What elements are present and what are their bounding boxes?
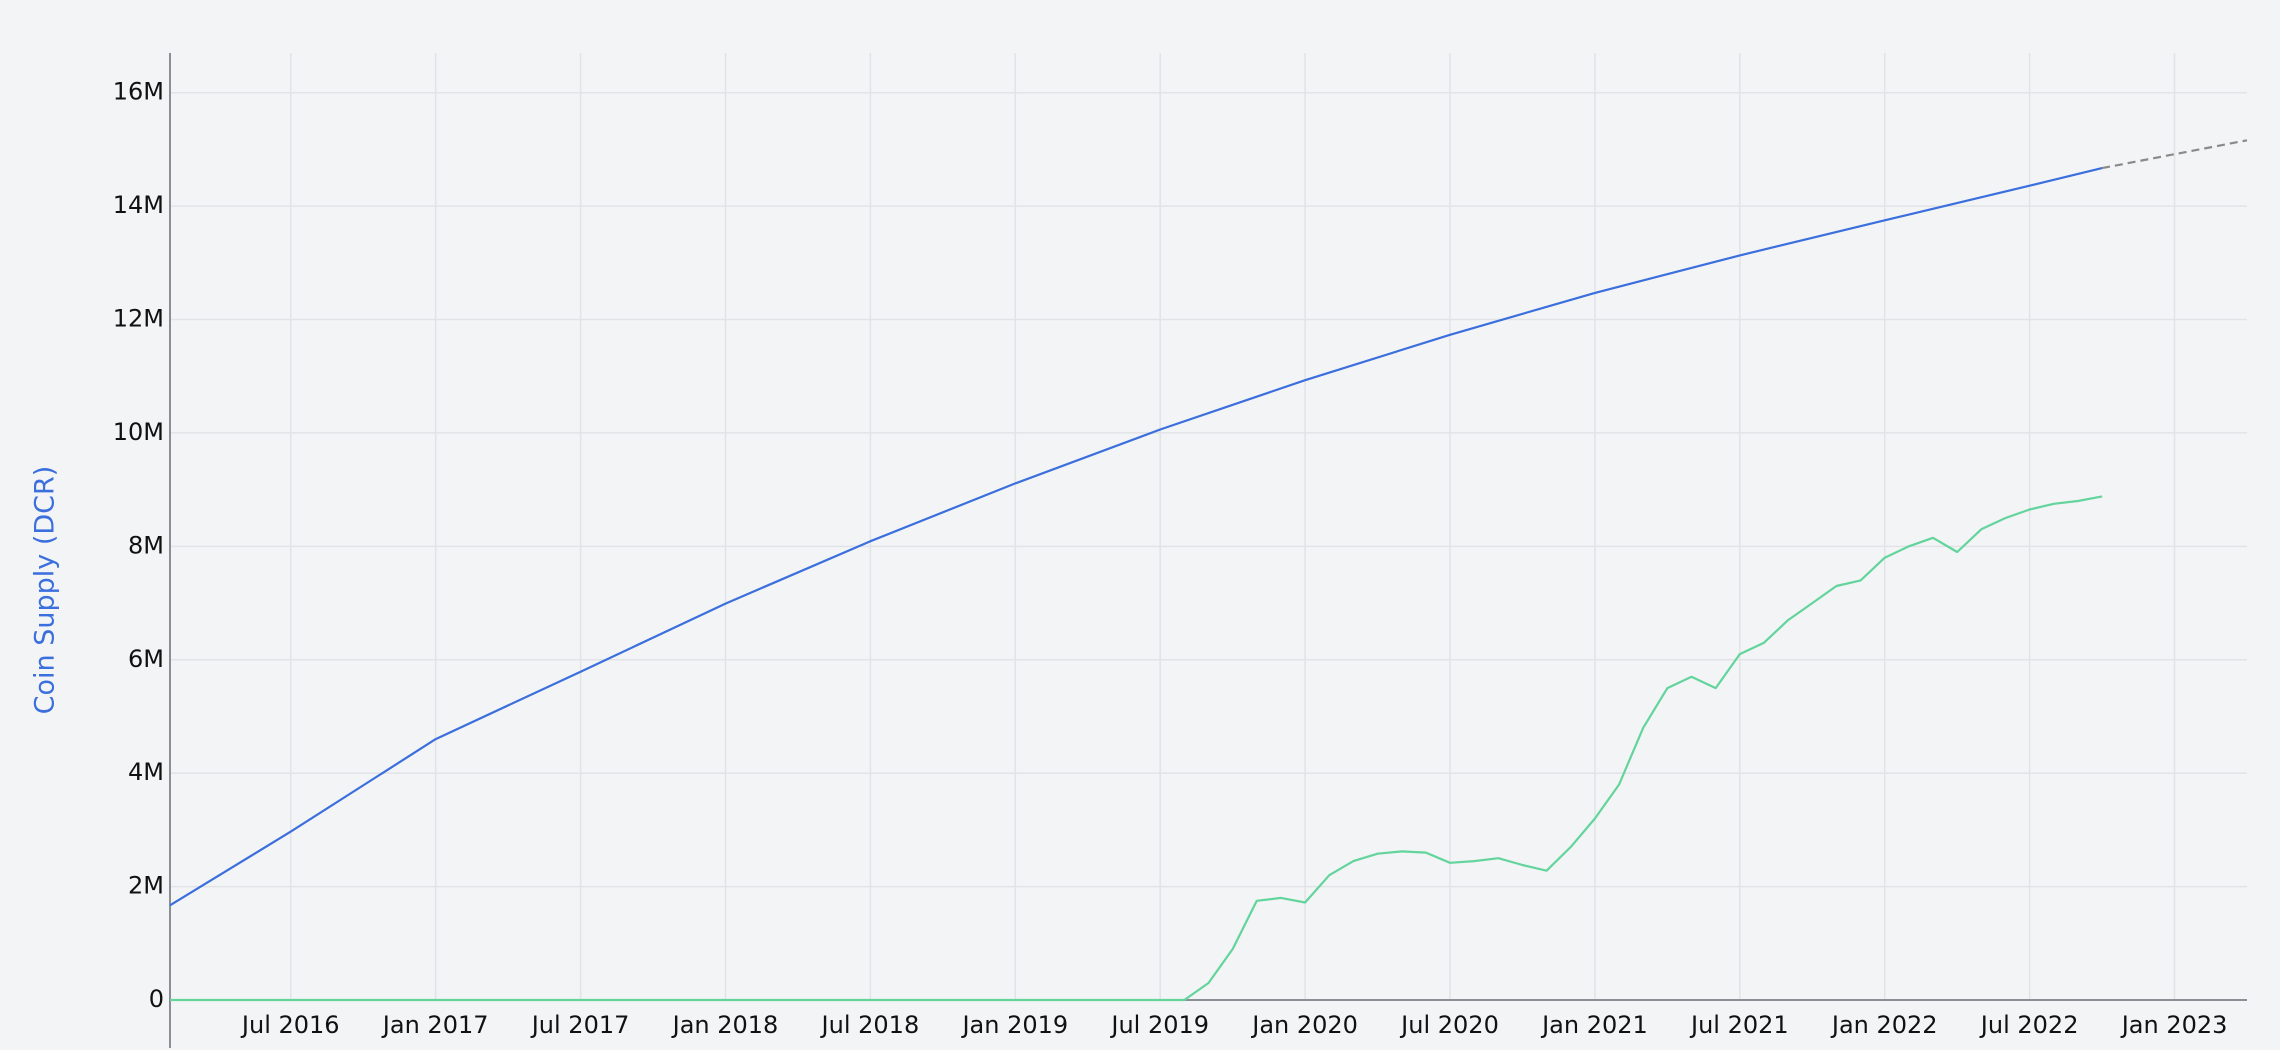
x-tick-label: Jul 2019 xyxy=(1109,1011,1209,1039)
series-line xyxy=(169,167,2103,907)
series-line xyxy=(2101,139,2248,170)
x-tick-label: Jan 2021 xyxy=(1540,1011,1648,1039)
y-tick-label: 4M xyxy=(128,758,164,786)
x-tick-label: Jul 2021 xyxy=(1689,1011,1789,1039)
y-tick-label: 10M xyxy=(113,418,164,446)
y-tick-label: 12M xyxy=(113,305,164,333)
y-tick-label: 6M xyxy=(128,645,164,673)
x-tick-label: Jul 2016 xyxy=(240,1011,340,1039)
x-tick-label: Jul 2020 xyxy=(1399,1011,1499,1039)
x-tick-label: Jan 2023 xyxy=(2120,1011,2228,1039)
y-tick-label: 2M xyxy=(128,872,164,900)
y-tick-label: 8M xyxy=(128,531,164,559)
y-tick-label: 16M xyxy=(113,78,164,106)
y-axis-title: Coin Supply (DCR) xyxy=(30,466,61,715)
x-tick-label: Jan 2017 xyxy=(381,1011,489,1039)
x-tick-label: Jan 2019 xyxy=(960,1011,1068,1039)
series-line xyxy=(170,495,2103,1002)
x-tick-label: Jan 2022 xyxy=(1830,1011,1938,1039)
y-tick-label: 0 xyxy=(149,985,164,1013)
x-tick-label: Jan 2018 xyxy=(671,1011,779,1039)
y-tick-label: 14M xyxy=(113,191,164,219)
x-tick-label: Jul 2018 xyxy=(820,1011,920,1039)
x-tick-label: Jan 2020 xyxy=(1250,1011,1358,1039)
x-tick-label: Jul 2022 xyxy=(1979,1011,2079,1039)
x-tick-label: Jul 2017 xyxy=(530,1011,630,1039)
